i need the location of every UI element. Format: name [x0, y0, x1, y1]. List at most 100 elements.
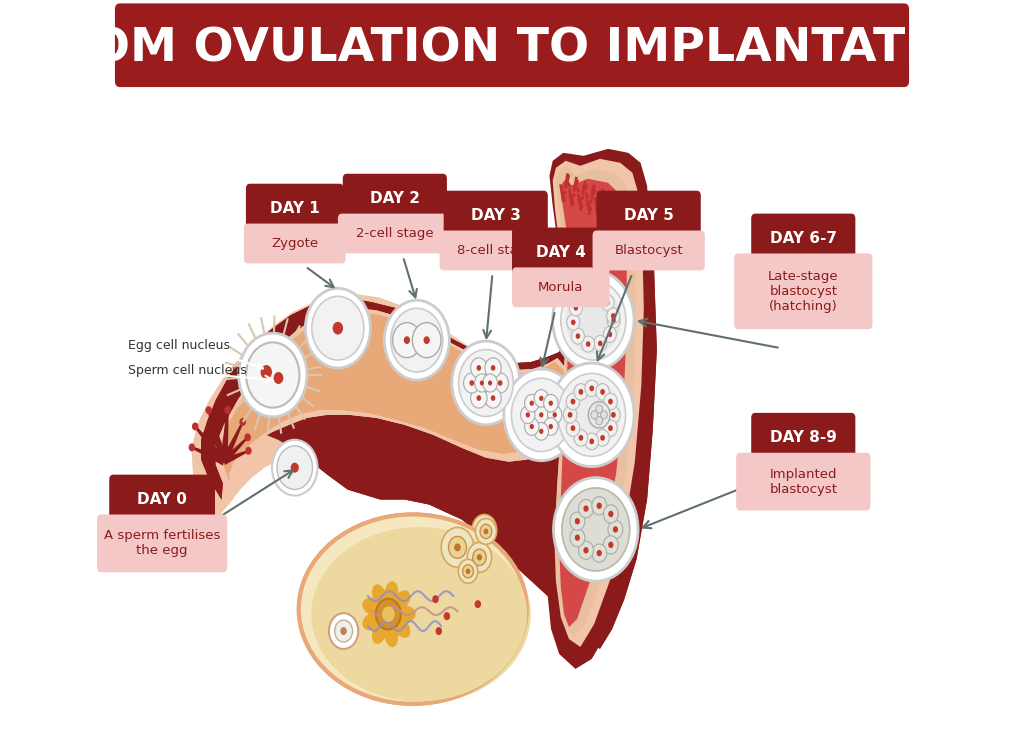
Circle shape [520, 406, 535, 424]
Ellipse shape [362, 598, 382, 616]
Circle shape [584, 505, 589, 512]
Circle shape [529, 401, 534, 406]
Text: 2-cell stage: 2-cell stage [356, 227, 433, 240]
Circle shape [475, 519, 497, 544]
Circle shape [480, 381, 484, 386]
Text: 8-cell stage: 8-cell stage [457, 244, 535, 257]
Circle shape [608, 399, 613, 405]
Ellipse shape [362, 612, 382, 630]
Polygon shape [222, 436, 248, 464]
Circle shape [305, 288, 371, 368]
Polygon shape [556, 166, 636, 637]
Circle shape [608, 511, 613, 517]
Circle shape [607, 313, 621, 328]
FancyBboxPatch shape [752, 413, 855, 463]
Text: DAY 4: DAY 4 [536, 245, 586, 260]
Circle shape [463, 565, 473, 578]
Ellipse shape [372, 584, 388, 608]
FancyBboxPatch shape [734, 254, 872, 329]
Circle shape [525, 412, 530, 418]
Circle shape [607, 331, 612, 337]
Circle shape [605, 300, 610, 306]
Ellipse shape [395, 606, 416, 622]
Circle shape [566, 420, 580, 436]
Circle shape [455, 544, 461, 551]
Circle shape [480, 524, 492, 538]
FancyBboxPatch shape [736, 453, 870, 510]
Circle shape [603, 505, 618, 523]
Text: Late-stage
blastocyst
(hatching): Late-stage blastocyst (hatching) [768, 270, 839, 313]
Circle shape [600, 411, 607, 419]
Circle shape [333, 322, 343, 334]
Circle shape [586, 341, 591, 347]
Circle shape [424, 336, 430, 344]
Circle shape [471, 388, 487, 408]
Circle shape [544, 394, 558, 412]
Circle shape [464, 373, 480, 393]
Circle shape [561, 280, 626, 360]
FancyBboxPatch shape [110, 475, 215, 525]
Circle shape [558, 374, 626, 456]
Circle shape [540, 429, 544, 434]
Circle shape [553, 412, 557, 418]
Circle shape [376, 599, 400, 630]
Circle shape [574, 430, 588, 446]
Polygon shape [221, 313, 565, 482]
FancyBboxPatch shape [246, 183, 344, 233]
Circle shape [272, 439, 317, 495]
Polygon shape [547, 149, 652, 669]
Circle shape [413, 322, 441, 358]
Circle shape [435, 522, 471, 566]
Ellipse shape [393, 591, 410, 610]
Text: Blastocyst: Blastocyst [614, 244, 683, 257]
Circle shape [391, 308, 442, 372]
Circle shape [245, 433, 251, 442]
Circle shape [596, 430, 609, 446]
Circle shape [570, 399, 575, 405]
Circle shape [476, 396, 481, 401]
Text: DAY 0: DAY 0 [137, 492, 187, 507]
Polygon shape [220, 410, 228, 462]
Circle shape [563, 407, 577, 423]
Circle shape [467, 542, 492, 572]
Circle shape [460, 566, 472, 582]
Circle shape [498, 381, 503, 386]
Circle shape [245, 447, 252, 455]
Circle shape [595, 293, 599, 299]
Circle shape [535, 423, 549, 440]
FancyBboxPatch shape [343, 174, 446, 223]
FancyBboxPatch shape [338, 214, 452, 254]
Circle shape [273, 372, 284, 384]
Circle shape [485, 358, 502, 378]
Circle shape [470, 550, 485, 569]
Circle shape [240, 418, 246, 426]
Circle shape [455, 560, 477, 588]
Circle shape [392, 322, 421, 358]
Circle shape [206, 406, 212, 414]
Circle shape [524, 418, 539, 436]
Circle shape [548, 406, 562, 424]
Ellipse shape [393, 618, 410, 637]
Circle shape [611, 317, 615, 323]
Circle shape [579, 541, 594, 559]
Circle shape [562, 488, 630, 571]
Circle shape [589, 402, 610, 428]
Circle shape [473, 549, 486, 565]
Ellipse shape [384, 582, 398, 605]
Circle shape [459, 350, 513, 417]
Circle shape [435, 627, 442, 635]
Circle shape [335, 618, 352, 640]
Circle shape [591, 288, 603, 304]
Circle shape [382, 606, 395, 622]
Circle shape [490, 365, 496, 371]
Text: Morula: Morula [539, 281, 584, 294]
Circle shape [335, 620, 352, 642]
Circle shape [191, 423, 199, 430]
Polygon shape [191, 294, 555, 519]
Circle shape [224, 406, 230, 414]
Circle shape [471, 358, 487, 378]
Circle shape [485, 388, 502, 408]
Circle shape [312, 296, 364, 360]
Circle shape [570, 528, 585, 547]
Circle shape [340, 627, 347, 635]
